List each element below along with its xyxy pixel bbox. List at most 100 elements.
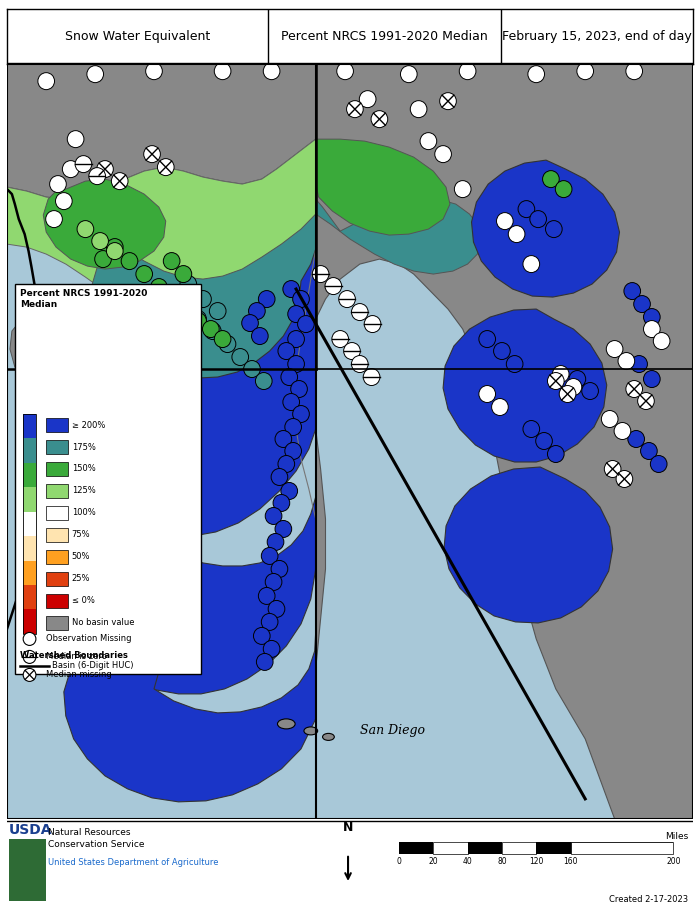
Circle shape [346,101,363,118]
Circle shape [146,62,162,80]
Circle shape [75,156,92,173]
Circle shape [618,353,635,370]
Text: San Diego: San Diego [360,724,425,737]
Polygon shape [444,467,612,623]
Circle shape [273,495,290,511]
Circle shape [506,355,523,373]
Circle shape [275,521,292,537]
Bar [22,511,36,536]
Circle shape [293,406,309,422]
Circle shape [339,291,356,308]
Circle shape [545,220,562,238]
Circle shape [278,455,295,473]
Circle shape [77,220,94,238]
Circle shape [626,62,643,80]
Bar [46,616,68,630]
Circle shape [628,431,645,447]
Circle shape [261,547,278,565]
Text: 75%: 75% [71,531,90,540]
Bar [570,842,673,854]
Circle shape [258,291,275,308]
Bar [46,572,68,586]
Bar [22,561,36,585]
Text: Miles: Miles [665,832,688,841]
Circle shape [371,111,388,128]
Ellipse shape [323,733,335,741]
Bar [46,440,68,454]
Circle shape [638,393,655,409]
Text: Watershed Boundaries: Watershed Boundaries [20,651,127,660]
Circle shape [410,101,427,118]
Circle shape [325,277,342,295]
Circle shape [552,365,569,383]
Circle shape [614,422,631,440]
Text: Percent NRCS 1991-2020 Median: Percent NRCS 1991-2020 Median [281,29,488,42]
Circle shape [180,275,197,293]
Circle shape [150,278,167,296]
Circle shape [288,306,304,322]
Circle shape [248,303,265,319]
Circle shape [435,146,452,162]
Polygon shape [316,197,482,274]
Bar [46,484,68,498]
Circle shape [606,341,623,357]
Circle shape [536,432,552,450]
Polygon shape [64,631,316,801]
Circle shape [163,252,180,270]
Circle shape [281,368,297,386]
Text: 150%: 150% [71,465,95,474]
Polygon shape [69,249,316,536]
Circle shape [285,419,302,435]
Circle shape [278,342,295,360]
Text: Created 2-17-2023: Created 2-17-2023 [609,895,688,904]
Circle shape [190,310,206,328]
Polygon shape [7,64,316,199]
Circle shape [337,62,354,80]
Circle shape [158,159,174,175]
Circle shape [643,371,660,387]
Circle shape [459,62,476,80]
Circle shape [604,461,621,477]
Circle shape [265,508,282,524]
Text: No basin value: No basin value [71,619,134,627]
Circle shape [555,181,572,197]
Bar [15,284,201,674]
Text: Median is zero: Median is zero [46,653,107,662]
Bar [22,536,36,561]
Circle shape [23,633,36,645]
Text: 80: 80 [497,856,507,866]
Circle shape [547,373,564,389]
Text: 200: 200 [666,856,680,866]
Polygon shape [443,309,607,462]
Circle shape [263,641,280,657]
Polygon shape [316,140,450,235]
Circle shape [121,252,138,270]
Circle shape [616,471,633,487]
Circle shape [202,320,219,338]
Polygon shape [76,497,316,694]
Circle shape [565,378,582,396]
Circle shape [209,303,226,319]
Circle shape [160,361,177,377]
Circle shape [643,308,660,326]
Circle shape [479,330,496,348]
Bar [22,414,36,634]
Text: 100%: 100% [71,509,95,518]
Circle shape [496,213,513,230]
Circle shape [163,291,180,308]
Circle shape [241,315,258,331]
Circle shape [523,420,540,438]
Text: Percent NRCS 1991-2020
Median: Percent NRCS 1991-2020 Median [20,289,147,309]
Circle shape [359,91,376,107]
Circle shape [626,381,643,397]
Circle shape [290,381,307,397]
Circle shape [177,303,194,319]
Circle shape [400,66,417,83]
Circle shape [263,62,280,80]
Circle shape [420,132,437,150]
Circle shape [601,410,618,428]
Text: 175%: 175% [71,442,96,452]
Text: Sac: Sac [24,349,47,362]
Circle shape [518,201,535,218]
Polygon shape [311,64,693,819]
